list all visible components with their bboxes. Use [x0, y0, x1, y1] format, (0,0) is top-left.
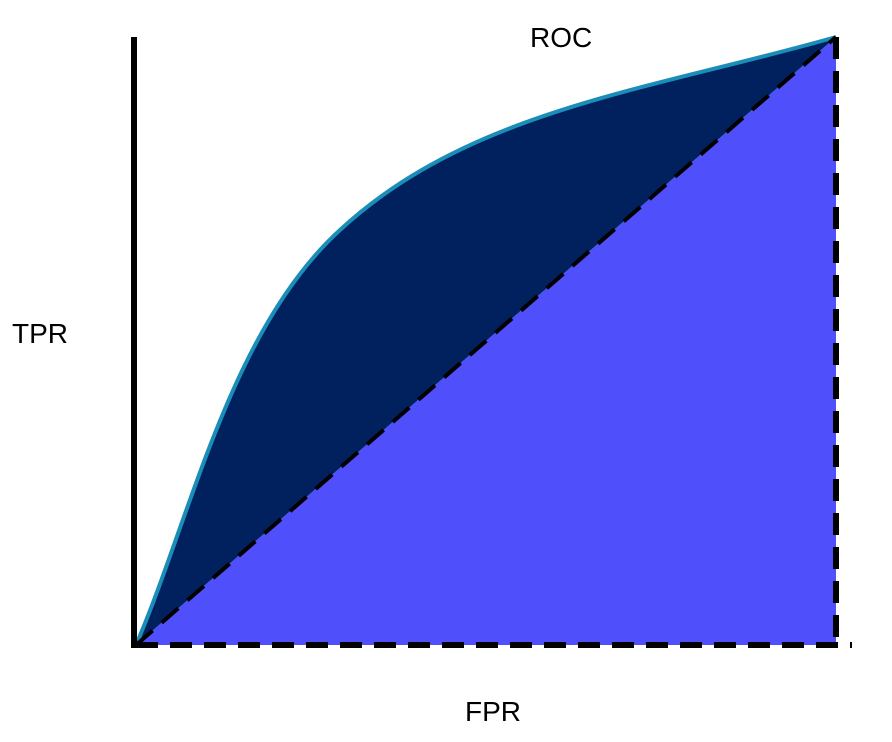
y-axis-label: TPR	[12, 318, 68, 349]
diagonal-line	[134, 35, 838, 647]
chart-title: ROC	[530, 22, 593, 53]
roc-curve	[134, 35, 837, 646]
x-axis-label: FPR	[465, 696, 521, 727]
